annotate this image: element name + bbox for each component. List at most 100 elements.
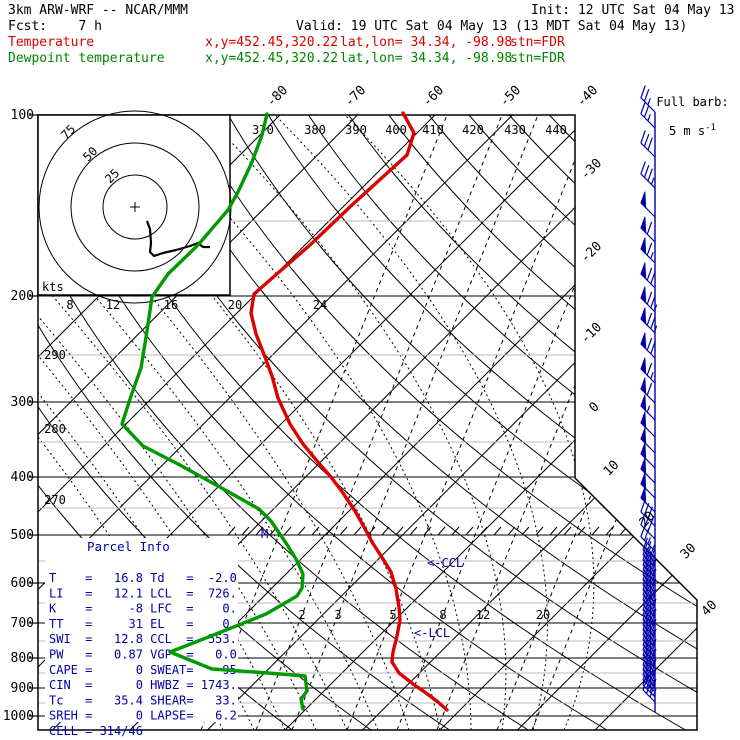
wind-barb-legend-title: Full barb:: [656, 95, 729, 109]
forecast-hour: Fcst: 7 h: [8, 19, 102, 34]
dry-adiabat-label: 400: [385, 123, 407, 137]
mixing-ratio-label: 5: [389, 608, 396, 622]
wind-barb-legend: Full barb: 5 m s-1: [620, 81, 736, 152]
temperature-xy: x,y=452.45,320.22: [205, 35, 339, 50]
isotherm-label-right: -20: [578, 239, 605, 266]
dewpoint-legend-label: Dewpoint temperature: [8, 51, 165, 66]
hash-marks-500: [227, 526, 628, 536]
wind-barb: [640, 332, 656, 359]
wind-barb: [640, 427, 656, 454]
pressure-tick-label: 600: [11, 576, 34, 591]
isotherm-label-top: -60: [420, 83, 447, 110]
temperature-curve: [249, 111, 449, 712]
parcel-info-row: CAPE = 0 SWEAT= 95: [49, 663, 237, 677]
mixing-ratio-label: 12: [476, 608, 490, 622]
level-annotation: <-LCL: [414, 626, 450, 640]
temperature-legend-label: Temperature: [8, 35, 95, 50]
dewpoint-curve: [120, 112, 309, 711]
valid-time: Valid: 19 UTC Sat 04 May 13 (13 MDT Sat …: [296, 19, 688, 34]
dry-adiabat-label: 410: [422, 123, 444, 137]
moist-adiabat-label: 24: [313, 298, 327, 312]
level-annotations: <-CCL <-LCL M: [261, 527, 463, 640]
wind-barb-legend-unit: 5 m s: [668, 124, 706, 138]
parcel-info-box: Parcel Info T = 16.8 Td = -2.0LI = 12.1 L…: [45, 538, 238, 738]
parcel-info-row: T = 16.8 Td = -2.0: [49, 571, 237, 585]
isotherm-label-top: -70: [342, 83, 369, 110]
pressure-tick-label: 100: [11, 108, 34, 123]
pressure-tick-label: 800: [11, 651, 34, 666]
wind-barbs: [640, 85, 658, 712]
parcel-info-row: CIN = 0 HWBZ = 1743.: [49, 678, 237, 692]
parcel-info-row: PW = 0.87 VGP = 0.0: [49, 648, 237, 662]
isotherm-label-top: -80: [264, 83, 291, 110]
wind-barb: [640, 262, 656, 289]
isotherm-label-top: -40: [574, 83, 601, 110]
dewpoint-xy: x,y=452.45,320.22: [205, 51, 339, 66]
isotherm-label-right: 0: [586, 399, 602, 415]
level-annotation: <-CCL: [427, 556, 463, 570]
wind-barb: [642, 672, 657, 698]
dry-adiabat-label: 290: [44, 348, 66, 362]
temperature-latlon: lat,lon= 34.34, -98.98: [340, 35, 513, 50]
dry-adiabat-label: 440: [545, 123, 567, 137]
wind-barb: [640, 394, 656, 421]
mixing-ratio-label: 20: [536, 608, 550, 622]
wind-barb: [640, 377, 656, 404]
moist-adiabat-label: 12: [106, 298, 120, 312]
init-time: Init: 12 UTC Sat 04 May 13: [531, 3, 735, 18]
parcel-info-row: CELL = 314/46: [49, 724, 143, 738]
mixing-ratio-label: 3: [334, 608, 341, 622]
wind-barb: [640, 161, 656, 189]
wind-barb: [640, 411, 656, 438]
isotherm-label-right: 10: [601, 458, 623, 480]
parcel-info-row: SWI = 12.8 CCL = 553.: [49, 632, 237, 646]
wind-barb: [640, 85, 656, 113]
isotherm-label-right: -30: [578, 156, 605, 183]
pressure-tick-label: 400: [11, 470, 34, 485]
pressure-tick-label: 200: [11, 289, 34, 304]
dewpoint-station: stn=FDR: [510, 51, 565, 66]
level-annotation: M: [261, 527, 268, 541]
wind-barb-legend-exponent: -1: [705, 123, 716, 133]
dry-adiabat-label: 380: [304, 123, 326, 137]
pressure-tick-label: 300: [11, 395, 34, 410]
dry-adiabat-label: 420: [462, 123, 484, 137]
parcel-info-row: Tc = 35.4 SHEAR= 33.: [49, 693, 237, 707]
moist-adiabat-label: 8: [66, 298, 73, 312]
pressure-tick-label: 1000: [3, 709, 34, 724]
wind-barb: [640, 307, 658, 334]
isotherm-label-right: -10: [578, 320, 605, 347]
dry-adiabat-label: 280: [44, 422, 66, 436]
moist-adiabat-label: 16: [164, 298, 178, 312]
isotherm-label-right: 40: [699, 598, 721, 620]
wind-barb: [640, 191, 656, 218]
pressure-tick-label: 900: [11, 681, 34, 696]
isotherm-label-top: -50: [497, 83, 524, 110]
pressure-tick-label: 700: [11, 616, 34, 631]
dry-adiabat-label: 430: [504, 123, 526, 137]
dry-adiabat-label: 270: [44, 493, 66, 507]
wind-barb: [640, 237, 656, 264]
parcel-info-row: SREH = 0 LAPSE= 6.2: [49, 709, 237, 723]
wind-barb: [642, 677, 656, 703]
wind-barb: [640, 130, 656, 158]
wind-barb: [640, 101, 656, 129]
dewpoint-latlon: lat,lon= 34.34, -98.98: [340, 51, 513, 66]
wind-barb: [640, 286, 658, 313]
parcel-info-row: TT = 31 EL = 0.: [49, 617, 237, 631]
parcel-info-row: LI = 12.1 LCL = 726.: [49, 586, 237, 600]
hodograph-units-label: kts: [42, 280, 64, 294]
parcel-info-row: K = -8 LFC = 0.: [49, 602, 237, 616]
wind-barb: [640, 216, 656, 243]
wind-barb: [640, 472, 656, 499]
isotherm-label-right: 30: [678, 541, 700, 563]
wind-barb: [640, 357, 656, 384]
dry-adiabat-label: 390: [345, 123, 367, 137]
wind-barb: [640, 442, 656, 469]
wind-barb: [642, 637, 656, 663]
pressure-tick-label: 500: [11, 528, 34, 543]
